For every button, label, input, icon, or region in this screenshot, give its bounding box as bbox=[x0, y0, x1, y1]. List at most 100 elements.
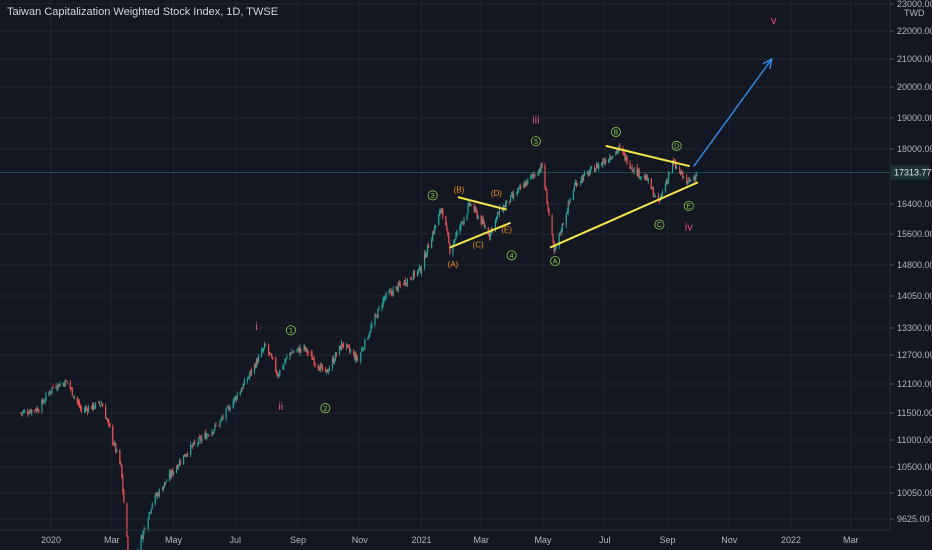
time-axis[interactable]: 2020 Mar May Jul Sep Nov 2021 Mar May Jul Sep Nov 20… bbox=[0, 529, 890, 545]
candle-body bbox=[94, 403, 97, 408]
candle-body bbox=[657, 195, 659, 201]
candle-body bbox=[480, 215, 482, 225]
candle-body bbox=[55, 386, 57, 389]
candle-body bbox=[541, 163, 543, 167]
candle-body bbox=[460, 221, 462, 228]
wave-label-circle bbox=[550, 256, 561, 267]
candle-body bbox=[624, 152, 626, 161]
candle-body bbox=[610, 157, 612, 159]
wave-label: ii bbox=[278, 401, 283, 413]
candle-body bbox=[246, 379, 248, 382]
time-tick-label: Nov bbox=[721, 535, 738, 545]
price-tick-label: 21000.00 bbox=[897, 54, 932, 64]
candle-body bbox=[433, 231, 435, 234]
candle-body bbox=[120, 462, 122, 465]
candle-body bbox=[644, 176, 646, 181]
candle-body bbox=[461, 222, 463, 223]
candle-body bbox=[172, 471, 175, 475]
wave-label: (C) bbox=[473, 241, 484, 250]
candle-body bbox=[608, 159, 610, 164]
candle-body bbox=[560, 231, 562, 233]
candle-body bbox=[442, 209, 444, 217]
wave-label-circle bbox=[654, 219, 665, 230]
candle-body bbox=[552, 234, 554, 243]
candle-body bbox=[222, 417, 224, 418]
candle-body bbox=[505, 200, 508, 205]
candle-body bbox=[508, 201, 511, 203]
candle-body bbox=[269, 351, 271, 354]
candle-body bbox=[475, 208, 477, 212]
candle-body bbox=[335, 353, 338, 355]
candle-body bbox=[127, 536, 129, 550]
candle-body bbox=[260, 350, 263, 357]
wave-label: 5 bbox=[534, 139, 538, 146]
time-tick-label: Jul bbox=[599, 535, 611, 545]
candle-body bbox=[449, 243, 451, 253]
candle-body bbox=[482, 218, 484, 223]
candle-body bbox=[473, 205, 475, 212]
candle-body bbox=[431, 240, 433, 249]
wave-label: B bbox=[614, 130, 619, 137]
candle-body bbox=[438, 214, 440, 226]
candle-body bbox=[357, 359, 359, 361]
price-tick-label: 20000.00 bbox=[897, 82, 932, 92]
candle-body bbox=[546, 191, 548, 204]
candle-body bbox=[49, 392, 51, 394]
candle-body bbox=[52, 386, 54, 388]
candle-body bbox=[586, 171, 589, 173]
candle-body bbox=[565, 214, 567, 225]
candle-body bbox=[645, 175, 647, 180]
price-axis[interactable]: 23000.00 22000.00 21000.00 20000.00 19000.00… bbox=[889, 0, 932, 550]
wave-label: (B) bbox=[454, 186, 465, 195]
candle-body bbox=[59, 383, 61, 387]
candle-body bbox=[79, 406, 81, 409]
candle-body bbox=[345, 344, 348, 348]
wave-label-circle bbox=[530, 136, 541, 147]
candle-body bbox=[319, 364, 321, 372]
candle-body bbox=[272, 356, 274, 359]
candle-body bbox=[42, 399, 44, 403]
candle-body bbox=[310, 352, 312, 354]
candle-body bbox=[24, 410, 26, 412]
candle-body bbox=[474, 207, 476, 211]
price-tick-label: 12100.00 bbox=[897, 379, 932, 389]
candle-body bbox=[80, 407, 82, 411]
candle-body bbox=[391, 292, 393, 295]
price-tick-label: 14800.00 bbox=[897, 260, 932, 270]
candle-body bbox=[539, 170, 541, 172]
wave-label: i bbox=[255, 321, 257, 333]
candle-body bbox=[37, 408, 39, 412]
candle-body bbox=[497, 213, 500, 215]
candle-body bbox=[219, 420, 221, 426]
candle-body bbox=[636, 167, 638, 176]
candle-body bbox=[324, 370, 326, 372]
price-tick-label: 15600.00 bbox=[897, 229, 932, 239]
candle-body bbox=[682, 171, 684, 178]
candle-body bbox=[101, 403, 103, 405]
candle-body bbox=[581, 177, 584, 182]
candle-body bbox=[186, 454, 188, 456]
candle-body bbox=[255, 359, 258, 368]
wave-label-circle bbox=[683, 200, 694, 211]
candle-body bbox=[72, 395, 74, 397]
candle-body bbox=[526, 181, 528, 185]
candle-body bbox=[532, 174, 534, 176]
wave-label: 3 bbox=[431, 193, 435, 200]
candle-body bbox=[20, 412, 22, 414]
candle-body bbox=[201, 438, 203, 442]
candle-body bbox=[236, 394, 238, 400]
candle-body bbox=[331, 358, 334, 368]
candle-body bbox=[304, 345, 306, 350]
candle-body bbox=[688, 179, 690, 181]
candle-body bbox=[619, 145, 621, 148]
candle-body bbox=[340, 343, 343, 351]
candle-body bbox=[170, 470, 173, 477]
candle-body bbox=[633, 167, 635, 173]
candle-body bbox=[158, 489, 160, 496]
candle-body bbox=[686, 177, 688, 184]
price-tick-label: 14050.00 bbox=[897, 291, 932, 301]
candle-body bbox=[86, 409, 89, 412]
candle-body bbox=[418, 266, 421, 270]
candle-body bbox=[257, 356, 260, 363]
